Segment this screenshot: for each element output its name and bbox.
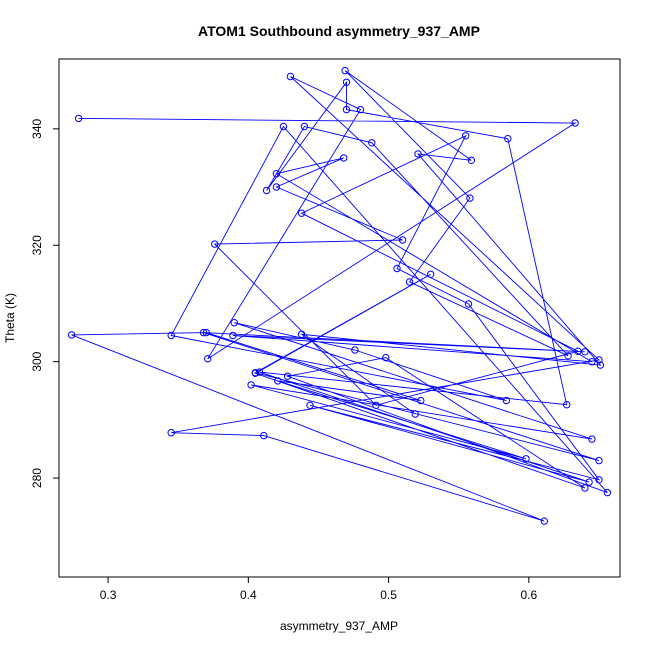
data-point: [581, 348, 589, 356]
data-point: [230, 319, 239, 327]
data-point: [563, 401, 571, 409]
data-point: [417, 396, 425, 405]
x-axis-label: asymmetry_937_AMP: [280, 619, 398, 633]
data-point: [202, 328, 211, 337]
data-point: [588, 358, 596, 366]
data-point: [588, 435, 596, 443]
data-point: [581, 484, 589, 492]
data-point: [595, 456, 603, 465]
data-point: [467, 156, 475, 165]
data-point: [247, 381, 255, 389]
data-point: [351, 346, 359, 354]
data-point: [564, 352, 572, 360]
data-point: [574, 347, 582, 355]
data-point: [260, 431, 268, 440]
y-axis-label: Theta (K): [3, 293, 17, 343]
data-point: [466, 194, 474, 202]
plot-frame: [58, 58, 621, 578]
data-point: [356, 105, 365, 114]
data-point: [342, 105, 351, 114]
series-line: [71, 70, 608, 522]
y-tick-label: 340: [30, 119, 44, 139]
data-point: [522, 455, 530, 463]
data-point: [405, 278, 414, 286]
y-tick-label: 280: [30, 468, 44, 488]
data-point: [411, 410, 419, 418]
data-point: [272, 170, 281, 178]
data-point: [368, 139, 376, 147]
data-point: [297, 209, 306, 217]
data-point: [300, 122, 309, 131]
data-point: [286, 72, 295, 81]
data-point: [211, 240, 219, 248]
data-point: [297, 330, 306, 338]
data-point: [603, 488, 612, 497]
data-point: [462, 132, 470, 140]
data-point: [262, 186, 271, 195]
data-point: [251, 369, 260, 377]
data-point: [382, 353, 390, 362]
data-point: [74, 114, 83, 123]
data-point: [167, 429, 175, 437]
data-point: [427, 270, 435, 278]
data-point: [274, 377, 282, 385]
data-point: [167, 331, 175, 340]
data-point: [585, 478, 593, 486]
data-point: [283, 372, 292, 380]
data-point: [571, 119, 579, 127]
data-point: [504, 135, 512, 143]
data-point: [341, 66, 349, 75]
data-point: [393, 264, 401, 273]
chart-title: ATOM1 Southbound asymmetry_937_AMP: [198, 23, 480, 39]
x-tick-label: 0.5: [380, 588, 397, 602]
data-point: [272, 183, 281, 191]
data-point: [540, 517, 548, 525]
data-point: [199, 328, 208, 337]
data-point: [340, 154, 348, 162]
y-axis: 280 300 320 340: [30, 119, 59, 488]
data-point: [414, 150, 422, 158]
data-point: [502, 396, 511, 405]
y-tick-label: 320: [30, 235, 44, 255]
x-tick-label: 0.3: [100, 588, 117, 602]
data-point: [398, 236, 407, 244]
plot-area: [67, 66, 612, 525]
x-tick-label: 0.4: [240, 588, 257, 602]
data-point: [595, 356, 603, 364]
y-tick-label: 300: [30, 351, 44, 371]
data-point: [204, 355, 212, 363]
data-point: [229, 331, 237, 340]
x-axis: 0.3 0.4 0.5 0.6: [100, 577, 538, 602]
data-point: [255, 368, 264, 376]
data-point: [67, 331, 76, 339]
data-point: [372, 401, 380, 409]
data-point: [306, 401, 314, 409]
x-tick-label: 0.6: [520, 588, 537, 602]
data-point: [596, 361, 605, 369]
data-point: [279, 122, 288, 131]
data-point: [464, 300, 473, 308]
data-point: [342, 78, 351, 87]
data-point: [595, 476, 603, 484]
